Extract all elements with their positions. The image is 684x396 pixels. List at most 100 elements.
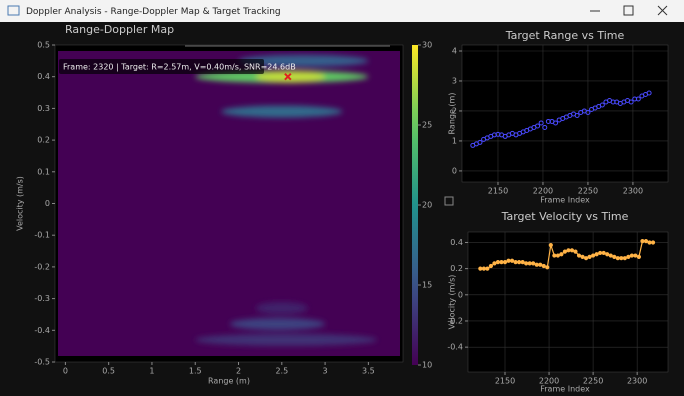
velocity-point [548, 242, 553, 248]
velocity-point [562, 249, 568, 254]
chart-title: Target Velocity vs Time [501, 210, 629, 223]
velocity-point [591, 253, 596, 258]
velocity-point [502, 259, 508, 265]
x-tick-label: 0.5 [102, 367, 115, 376]
colorbar [412, 45, 418, 365]
velocity-point [633, 253, 638, 258]
annotation-text: Frame: 2320 | Target: R=2.57m, V=0.40m/s… [63, 63, 296, 72]
x-tick-label: 2200 [533, 187, 553, 196]
velocity-point [531, 261, 536, 266]
x-axis-label: Frame Index [540, 196, 590, 205]
velocity-point [534, 262, 539, 267]
y-tick-label: 0.3 [37, 104, 50, 113]
velocity-point [576, 253, 582, 258]
y-tick-label: 0.4 [450, 238, 463, 247]
velocity-point [640, 239, 645, 244]
maximize-button[interactable] [623, 5, 634, 16]
velocity-point [636, 254, 642, 259]
velocity-point [520, 259, 525, 265]
velocity-point [499, 259, 504, 265]
x-tick-label: 2250 [583, 377, 603, 386]
velocity-point [566, 248, 571, 253]
velocity-point [485, 266, 490, 271]
y-tick-label: 2 [452, 106, 457, 115]
x-tick-label: 2250 [578, 187, 598, 196]
y-tick-label: 0.2 [37, 136, 50, 145]
close-button[interactable] [657, 5, 668, 16]
velocity-point [626, 254, 631, 259]
x-tick-label: 2150 [488, 187, 508, 196]
velocity-point [513, 259, 518, 265]
heatmap-blob [255, 70, 326, 83]
x-tick-label: 3 [323, 367, 328, 376]
velocity-point [545, 265, 550, 270]
plot-area [461, 44, 669, 183]
velocity-point [615, 256, 620, 261]
heatmap-background [58, 51, 400, 356]
annotation-box [59, 59, 264, 74]
velocity-point [643, 239, 649, 244]
velocity-point [488, 263, 494, 269]
velocity-point [541, 263, 546, 269]
velocity-point [647, 240, 652, 245]
y-tick-label: 1 [452, 136, 457, 145]
y-tick-label: -0.4 [34, 326, 50, 335]
y-tick-label: 0.1 [37, 167, 50, 176]
x-tick-label: 2 [236, 367, 241, 376]
velocity-point [481, 266, 486, 271]
velocity-point [492, 261, 497, 266]
velocity-point [612, 254, 617, 259]
x-tick-label: 0 [63, 367, 68, 376]
velocity-point [622, 256, 627, 261]
velocity-point [527, 261, 532, 266]
heatmap-blob [238, 54, 369, 67]
target-marker [284, 72, 292, 81]
velocity-point [559, 252, 564, 257]
velocity-point [524, 261, 529, 266]
y-tick-label: 0 [45, 199, 50, 208]
velocity-point [552, 253, 557, 258]
velocity-point [594, 252, 599, 257]
velocity-point [517, 259, 522, 265]
y-tick-label: 4 [452, 46, 457, 55]
y-tick-label: 0 [452, 166, 457, 175]
range-point [538, 120, 544, 126]
colorbar-tick-label: 20 [422, 201, 432, 210]
velocity-point [605, 252, 610, 257]
x-tick-label: 2.5 [275, 367, 288, 376]
y-tick-label: 3 [452, 76, 457, 85]
x-axis-label: Range (m) [208, 377, 250, 386]
y-tick-label: -0.3 [34, 294, 50, 303]
x-tick-label: 2300 [627, 377, 647, 386]
heatmap-blob [195, 333, 378, 346]
colorbar-tick-label: 25 [422, 121, 432, 130]
colorbar-tick-label: 10 [422, 361, 432, 370]
velocity-point [538, 262, 543, 267]
x-tick-label: 1.5 [189, 367, 202, 376]
velocity-point [506, 258, 511, 263]
auto-range-button[interactable] [444, 196, 454, 206]
y-tick-label: 0.4 [37, 72, 50, 81]
y-tick-label: -0.5 [34, 358, 50, 367]
heatmap-blob [229, 317, 326, 330]
y-axis-label: Velocity (m/s) [16, 176, 25, 231]
velocity-point [569, 248, 575, 253]
velocity-point [650, 240, 656, 245]
heatmap-blob [255, 302, 308, 315]
velocity-point [598, 250, 603, 256]
range-point [477, 139, 483, 145]
title-bar [0, 0, 684, 22]
range-point [635, 96, 641, 102]
y-tick-label: 0.2 [450, 264, 463, 273]
y-axis-label: Velocity (m/s) [448, 275, 457, 330]
velocity-point [509, 258, 515, 263]
x-axis-label: Frame Index [540, 385, 590, 394]
colorbar-tick-label: 15 [422, 281, 432, 290]
velocity-point [583, 256, 589, 261]
velocity-point [555, 253, 560, 258]
range-point [599, 102, 605, 108]
chart-title: Target Range vs Time [505, 29, 625, 42]
range-point [585, 109, 591, 115]
plot-area [467, 231, 669, 373]
